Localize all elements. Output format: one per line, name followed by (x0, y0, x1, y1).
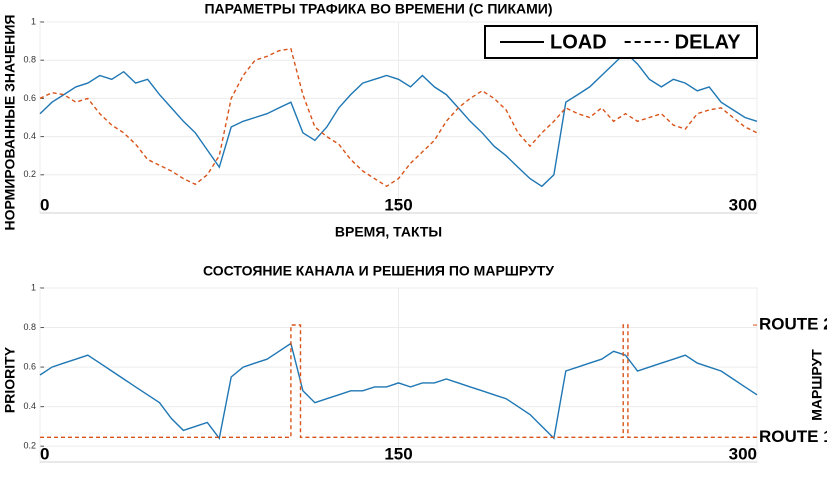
y2-tick-label: ROUTE 2 (759, 315, 827, 334)
x-tick-label: 300 (729, 444, 757, 463)
y-tick-label: 0.4 (23, 401, 36, 411)
x-tick-label: 300 (729, 195, 757, 214)
chart-title: СОСТОЯНИЕ КАНАЛА И РЕШЕНИЯ ПО МАРШРУТУ (203, 263, 554, 279)
y-tick-label: 1 (31, 282, 36, 292)
x-tick-label: 150 (384, 444, 412, 463)
x-axis-label: ВРЕМЯ, ТАКТЫ (335, 224, 442, 240)
legend-label: DELAY (675, 31, 742, 53)
series-line (40, 324, 757, 438)
y-axis-label: НОРМИРОВАННЫЕ ЗНАЧЕНИЯ (2, 15, 18, 231)
y-tick-label: 0.6 (23, 93, 36, 103)
x-tick-label: 150 (384, 195, 412, 214)
y-axis-label: PRIORITY (2, 346, 18, 413)
y-tick-label: 0.8 (23, 55, 36, 65)
y2-tick-label: ROUTE 1 (759, 427, 827, 446)
legend-label: LOAD (550, 31, 607, 53)
y-tick-label: 0.2 (23, 441, 36, 451)
y-tick-label: 0.4 (23, 131, 36, 141)
series-line (39, 47, 758, 188)
y-tick-label: 0.6 (23, 361, 36, 371)
x-tick-label: 0 (40, 195, 49, 214)
chart-title: ПАРАМЕТРЫ ТРАФИКА ВО ВРЕМЕНИ (С ПИКАМИ) (204, 1, 552, 17)
series-line (39, 51, 758, 188)
series-line (39, 342, 758, 440)
y-tick-label: 0.2 (23, 169, 36, 179)
x-tick-label: 0 (40, 444, 49, 463)
y2-axis-label: МАРШРУТ (809, 349, 825, 421)
y-tick-label: 1 (31, 16, 36, 26)
y-tick-label: 0.8 (23, 322, 36, 332)
